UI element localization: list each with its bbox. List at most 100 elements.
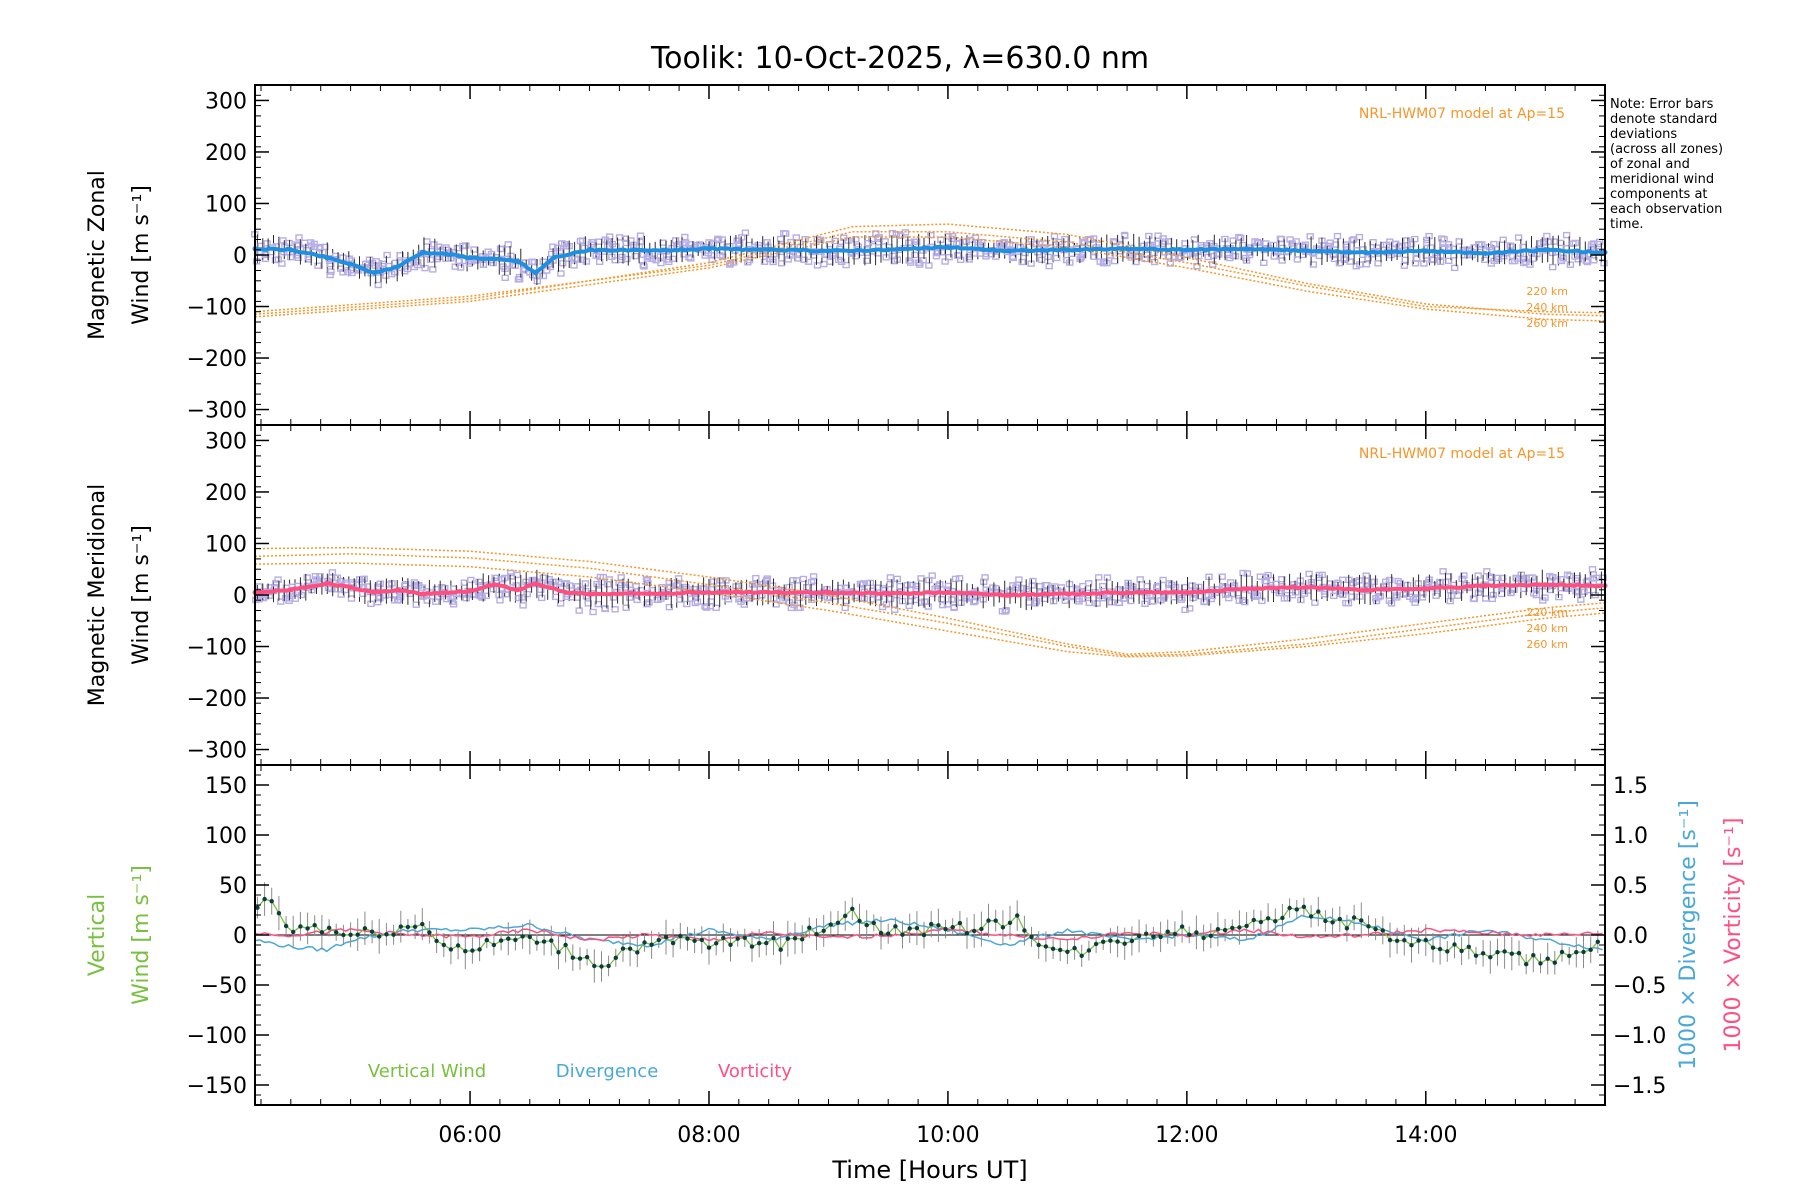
zonal-zone-point xyxy=(813,262,822,269)
vertical-wind-point xyxy=(914,925,920,931)
zonal-zone-point xyxy=(1455,238,1463,245)
zonal-zone-point xyxy=(925,262,933,269)
vertical-wind-point xyxy=(1366,924,1371,929)
vertical-wind-point xyxy=(1473,953,1479,958)
vertical-panel: 1.5 1.0 0.5 0.0 −0.5 −1.0 −1.5 150 100 50 0 −50 −100… xyxy=(85,764,1746,1106)
vertical-wind-point xyxy=(1065,949,1070,954)
meridional-y-tick-label: 0 xyxy=(233,584,247,609)
vertical-wind-point xyxy=(1101,939,1106,944)
zonal-y-tick-label: 300 xyxy=(205,89,247,114)
vertical-wind-point xyxy=(1351,915,1357,920)
vertical-wind-point xyxy=(534,940,540,945)
vertical-wind-point xyxy=(1574,950,1579,955)
zonal-zone-point xyxy=(1346,258,1354,265)
vorticity-axis-label: 1000 × Vorticity [s⁻¹] xyxy=(1721,818,1746,1053)
zonal-zone-point xyxy=(1260,259,1268,266)
meridional-wind-point xyxy=(324,581,330,587)
vertical-wind-point xyxy=(269,899,274,904)
meridional-zone-point xyxy=(722,577,730,584)
zonal-zone-point xyxy=(945,253,953,261)
vertical-wind-point xyxy=(377,934,382,939)
zonal-zone-point xyxy=(1203,242,1211,249)
vertical-wind-point xyxy=(1294,907,1300,912)
meridional-zone-point xyxy=(724,596,733,603)
note-line: time. xyxy=(1610,217,1644,232)
vertical-wind-point xyxy=(427,930,432,935)
vertical-wind-point xyxy=(627,946,633,951)
zonal-zone-point xyxy=(1403,242,1411,249)
meridional-zone-point xyxy=(939,601,947,609)
meridional-zone-point xyxy=(1498,574,1507,582)
vertical-wind-point xyxy=(541,939,547,944)
meridional-zone-point xyxy=(1002,607,1010,614)
zonal-zone-point xyxy=(429,266,437,273)
vertical-wind-point xyxy=(1531,953,1536,958)
zonal-zone-point xyxy=(606,233,614,240)
vertical-wind-point xyxy=(857,918,862,924)
zonal-zone-point xyxy=(343,269,352,276)
vertical-wind-point xyxy=(1552,960,1558,965)
zonal-zone-point xyxy=(1018,258,1026,266)
vertical-wind-point xyxy=(1079,953,1084,958)
zonal-zone-point xyxy=(970,250,978,257)
meridional-zone-point xyxy=(418,584,427,591)
zonal-zone-point xyxy=(1562,231,1571,239)
vertical-wind-point xyxy=(886,931,891,936)
zonal-alt-260-label: 260 km xyxy=(1526,317,1568,330)
zonal-zone-point xyxy=(1413,255,1421,262)
zonal-wind-point xyxy=(1423,248,1429,254)
meridional-zone-point xyxy=(905,602,913,610)
meridional-zone-point xyxy=(1208,592,1217,600)
meridional-zone-point xyxy=(1370,578,1379,585)
meridional-zone-point xyxy=(584,600,592,607)
meridional-zone-point xyxy=(1460,572,1468,579)
meridional-zone-point xyxy=(1258,597,1266,605)
zonal-zone-point xyxy=(669,255,677,262)
meridional-zone-point xyxy=(632,583,640,590)
zonal-zone-point xyxy=(456,264,465,271)
x-axis-tick-labels: 06:00 08:00 10:00 12:00 14:00 xyxy=(438,1123,1457,1148)
vertical-y-tick-label: 100 xyxy=(205,824,247,849)
vertical-wind-point xyxy=(1222,927,1228,933)
meridional-zone-point xyxy=(316,573,324,580)
zonal-zone-point xyxy=(278,260,286,267)
vertical-wind-point xyxy=(929,921,934,927)
vertical-wind-point xyxy=(305,926,310,931)
meridional-zone-point xyxy=(717,577,725,584)
meridional-zone-point xyxy=(1243,570,1252,577)
meridional-zone-point xyxy=(803,584,811,591)
zonal-zone-point xyxy=(1236,234,1245,242)
vertical-wind-point xyxy=(348,932,353,937)
meridional-zone-point xyxy=(1029,577,1037,585)
legend-vertical-wind: Vertical Wind xyxy=(368,1061,486,1082)
zonal-zone-point xyxy=(1400,262,1409,269)
vertical-wind-point xyxy=(871,920,876,926)
zonal-wind-point xyxy=(467,255,473,261)
meridional-model-curve-1 xyxy=(255,546,1606,655)
meridional-alt-260-label: 260 km xyxy=(1526,638,1568,651)
meridional-zone-point xyxy=(1396,580,1405,587)
vertical-wind-point xyxy=(1273,919,1278,924)
zonal-model-curve-2 xyxy=(254,231,1606,314)
vertical-wind-point xyxy=(420,921,425,927)
meridional-model-curve-3 xyxy=(254,562,1606,658)
vertical-wind-point xyxy=(1108,938,1113,943)
zonal-y-tick-label: −100 xyxy=(187,296,247,321)
zonal-zone-point xyxy=(1293,256,1302,263)
zonal-zone-point xyxy=(1079,251,1087,259)
vertical-wind-point xyxy=(620,946,626,951)
meridional-wind-point xyxy=(706,589,712,595)
meridional-zone-point xyxy=(950,604,958,611)
zonal-zone-point xyxy=(1193,263,1201,270)
zonal-wind-line xyxy=(254,244,1603,275)
vertical-wind-point xyxy=(412,924,418,929)
zonal-zone-point xyxy=(1543,232,1551,240)
vertical-wind-point xyxy=(599,964,604,969)
zonal-zone-point xyxy=(315,245,324,252)
note-line: components at xyxy=(1610,187,1708,202)
vertical-wind-point xyxy=(721,935,726,941)
zonal-wind-point xyxy=(706,246,712,252)
meridional-zone-point xyxy=(859,580,867,587)
meridional-zone-point xyxy=(1588,566,1597,573)
vertical-wind-point xyxy=(878,930,884,936)
